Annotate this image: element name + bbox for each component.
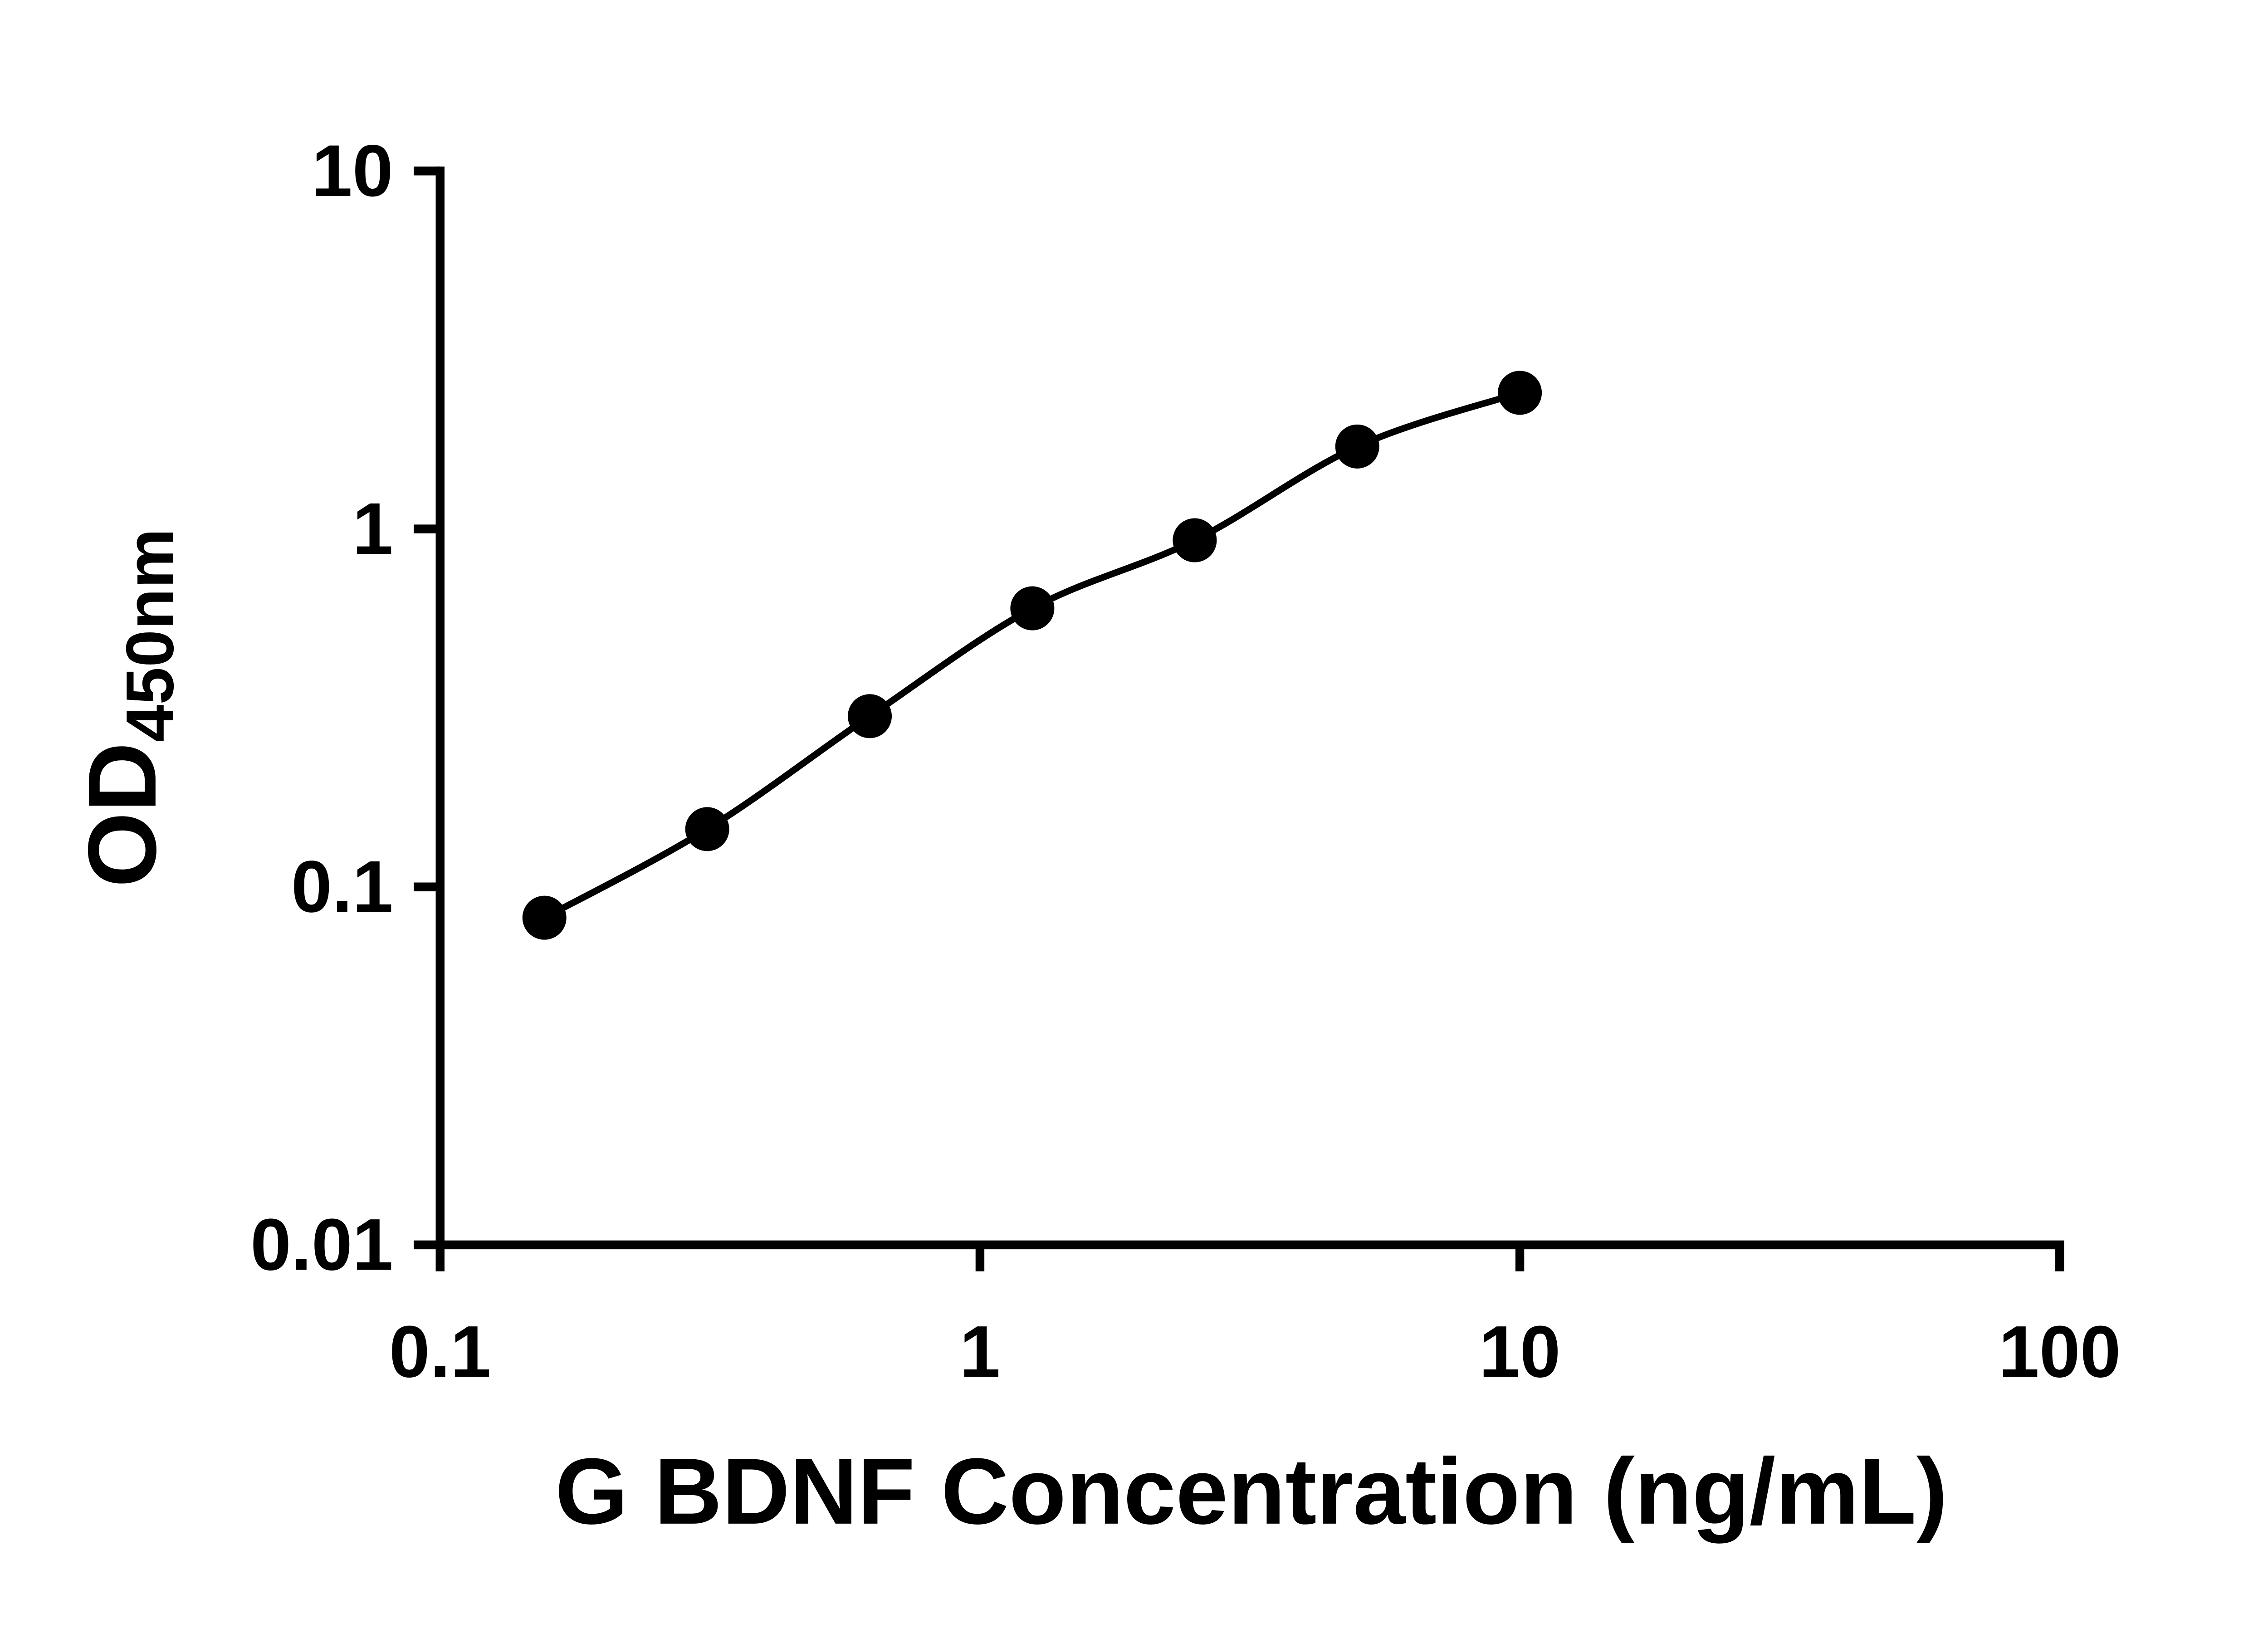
data-point-marker <box>1498 371 1542 415</box>
data-point-marker <box>1335 424 1379 469</box>
y-tick-label: 10 <box>312 130 393 212</box>
data-points <box>522 371 1542 940</box>
data-point-marker <box>522 895 567 940</box>
x-tick-label: 0.1 <box>389 1311 491 1393</box>
y-axis-title: OD450nm <box>68 528 188 888</box>
axes <box>435 166 2064 1250</box>
data-point-marker <box>1173 518 1217 562</box>
x-tick-label: 100 <box>1999 1311 2121 1393</box>
y-tick-label: 0.01 <box>250 1204 393 1286</box>
x-tick-label: 1 <box>959 1311 1000 1393</box>
y-axis-title-main: OD <box>68 742 176 887</box>
x-ticks: 0.1 1 10 100 <box>389 1245 2121 1393</box>
y-axis-title-sub: 450nm <box>112 528 188 742</box>
data-point-marker <box>848 694 892 738</box>
data-point-marker <box>685 807 729 851</box>
y-tick-label: 0.1 <box>291 846 393 928</box>
x-axis-title: G BDNF Concentration (ng/mL) <box>555 1439 1948 1544</box>
axis-lines <box>435 166 2064 1250</box>
y-tick-label: 1 <box>352 488 393 570</box>
data-point-marker <box>1010 586 1055 631</box>
x-tick-label: 10 <box>1479 1311 1561 1393</box>
y-ticks: 0.01 0.1 1 10 <box>250 130 440 1286</box>
